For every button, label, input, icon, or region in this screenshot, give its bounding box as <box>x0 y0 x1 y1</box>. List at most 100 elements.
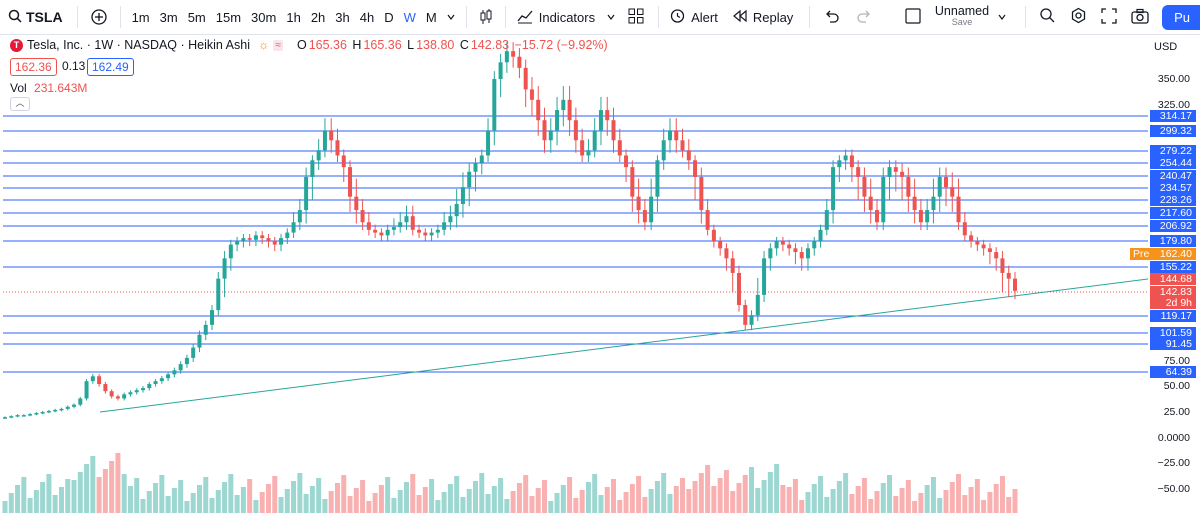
interval-1m[interactable]: 1m <box>131 9 150 25</box>
volume-bar <box>523 475 529 513</box>
interval-30m[interactable]: 30m <box>251 9 277 25</box>
close-value: 142.83 <box>470 38 510 52</box>
volume-bar <box>228 474 234 513</box>
interval-W[interactable]: W <box>403 9 416 25</box>
volume-bar <box>491 486 497 513</box>
currency-label[interactable]: USD <box>1154 41 1178 53</box>
candle-body <box>937 176 942 197</box>
volume-bar <box>680 478 686 513</box>
candle-body <box>1006 272 1011 279</box>
ask-price[interactable]: 162.49 <box>87 58 134 76</box>
candle-body <box>831 167 836 211</box>
candle-body <box>780 240 785 245</box>
level-price-label: 206.92 <box>1150 220 1196 232</box>
interval-3m[interactable]: 3m <box>159 9 178 25</box>
candle-body <box>40 412 45 414</box>
volume-bar <box>498 478 504 513</box>
quick-search-button[interactable] <box>1032 0 1063 34</box>
settings-button[interactable] <box>1063 0 1094 34</box>
level-price-label: 119.17 <box>1150 310 1196 322</box>
volume-bar <box>240 487 246 513</box>
candle-body <box>680 140 685 151</box>
interval-M[interactable]: M <box>425 9 437 25</box>
candle-body <box>322 130 327 151</box>
candle-body <box>197 334 202 348</box>
candle-body <box>90 376 95 382</box>
indicators-button[interactable]: Indicators <box>512 0 620 34</box>
candle-body <box>818 229 823 241</box>
snapshot-button[interactable] <box>1124 0 1156 34</box>
candle-body <box>228 244 233 259</box>
candle-body <box>573 120 578 141</box>
interval-1h[interactable]: 1h <box>286 9 301 25</box>
volume-bar <box>297 473 303 513</box>
volume-bar <box>328 491 334 513</box>
volume-bar <box>755 488 761 513</box>
interval-15m[interactable]: 15m <box>215 9 242 25</box>
volume-bar <box>598 495 604 513</box>
level-price-label: 254.44 <box>1150 157 1196 169</box>
volume-bar <box>391 498 397 513</box>
volume-bar <box>937 498 943 513</box>
candle-body <box>78 398 83 405</box>
price-chart[interactable] <box>0 35 1148 513</box>
volume-bar <box>792 479 798 513</box>
publish-button[interactable]: Pu <box>1162 0 1200 34</box>
axis-tick-label: −50.00 <box>1157 483 1190 495</box>
volume-bar <box>196 485 202 513</box>
axis-tick-label: 0.0000 <box>1157 432 1190 444</box>
candle-body <box>950 187 955 197</box>
volume-bar <box>309 486 315 513</box>
volume-value: 231.643M <box>34 81 88 95</box>
volume-bar <box>673 486 679 513</box>
compare-add-button[interactable] <box>90 0 108 34</box>
volume-bar <box>360 480 366 513</box>
interval-dropdown[interactable] <box>442 0 460 34</box>
volume-bar <box>924 485 930 513</box>
candle-body <box>900 171 905 177</box>
interval-5m[interactable]: 5m <box>187 9 206 25</box>
volume-bar <box>334 483 340 513</box>
layout-menu[interactable]: Unnamed Save <box>905 0 1019 34</box>
volume-bar <box>723 470 729 513</box>
interval-4h[interactable]: 4h <box>359 9 375 25</box>
volume-bar <box>40 482 46 513</box>
level-price-label: 101.59 <box>1150 327 1196 339</box>
volume-bar <box>736 483 742 513</box>
candle-body <box>718 240 723 249</box>
candle-body <box>423 232 428 236</box>
redo-button[interactable] <box>848 0 880 34</box>
alert-button[interactable]: Alert <box>665 0 722 34</box>
premarket-tag: Pre <box>1130 248 1153 260</box>
chart-type-button[interactable] <box>473 0 499 34</box>
candle-body <box>511 51 516 57</box>
symbol-search[interactable]: TSLA <box>8 0 63 34</box>
volume-bar <box>962 495 968 513</box>
bid-price[interactable]: 162.36 <box>10 58 57 76</box>
candle-body <box>435 229 440 233</box>
volume-bar <box>861 478 867 513</box>
templates-button[interactable] <box>620 0 652 34</box>
volume-bar <box>153 483 159 513</box>
interval-2h[interactable]: 2h <box>310 9 326 25</box>
fullscreen-button[interactable] <box>1094 0 1124 34</box>
premarket-price-label: 162.40 <box>1150 248 1196 260</box>
volume-bar <box>247 479 253 513</box>
candle-body <box>962 222 967 236</box>
volume-bar <box>234 495 240 513</box>
interval-3h[interactable]: 3h <box>335 9 350 25</box>
interval-D[interactable]: D <box>384 9 394 25</box>
candle-body <box>492 79 497 131</box>
volume-bar <box>441 492 447 513</box>
volume-bar <box>905 480 911 513</box>
candle-body <box>260 235 265 239</box>
candle-body <box>918 210 923 223</box>
candle-body <box>235 240 240 245</box>
undo-button[interactable] <box>816 0 848 34</box>
replay-button[interactable]: Replay <box>722 0 803 34</box>
candle-body <box>429 232 434 236</box>
volume-bar <box>592 474 598 513</box>
volume-bar <box>567 477 573 513</box>
candle-body <box>636 196 641 211</box>
collapse-legend-button[interactable]: ︿ <box>10 97 30 111</box>
